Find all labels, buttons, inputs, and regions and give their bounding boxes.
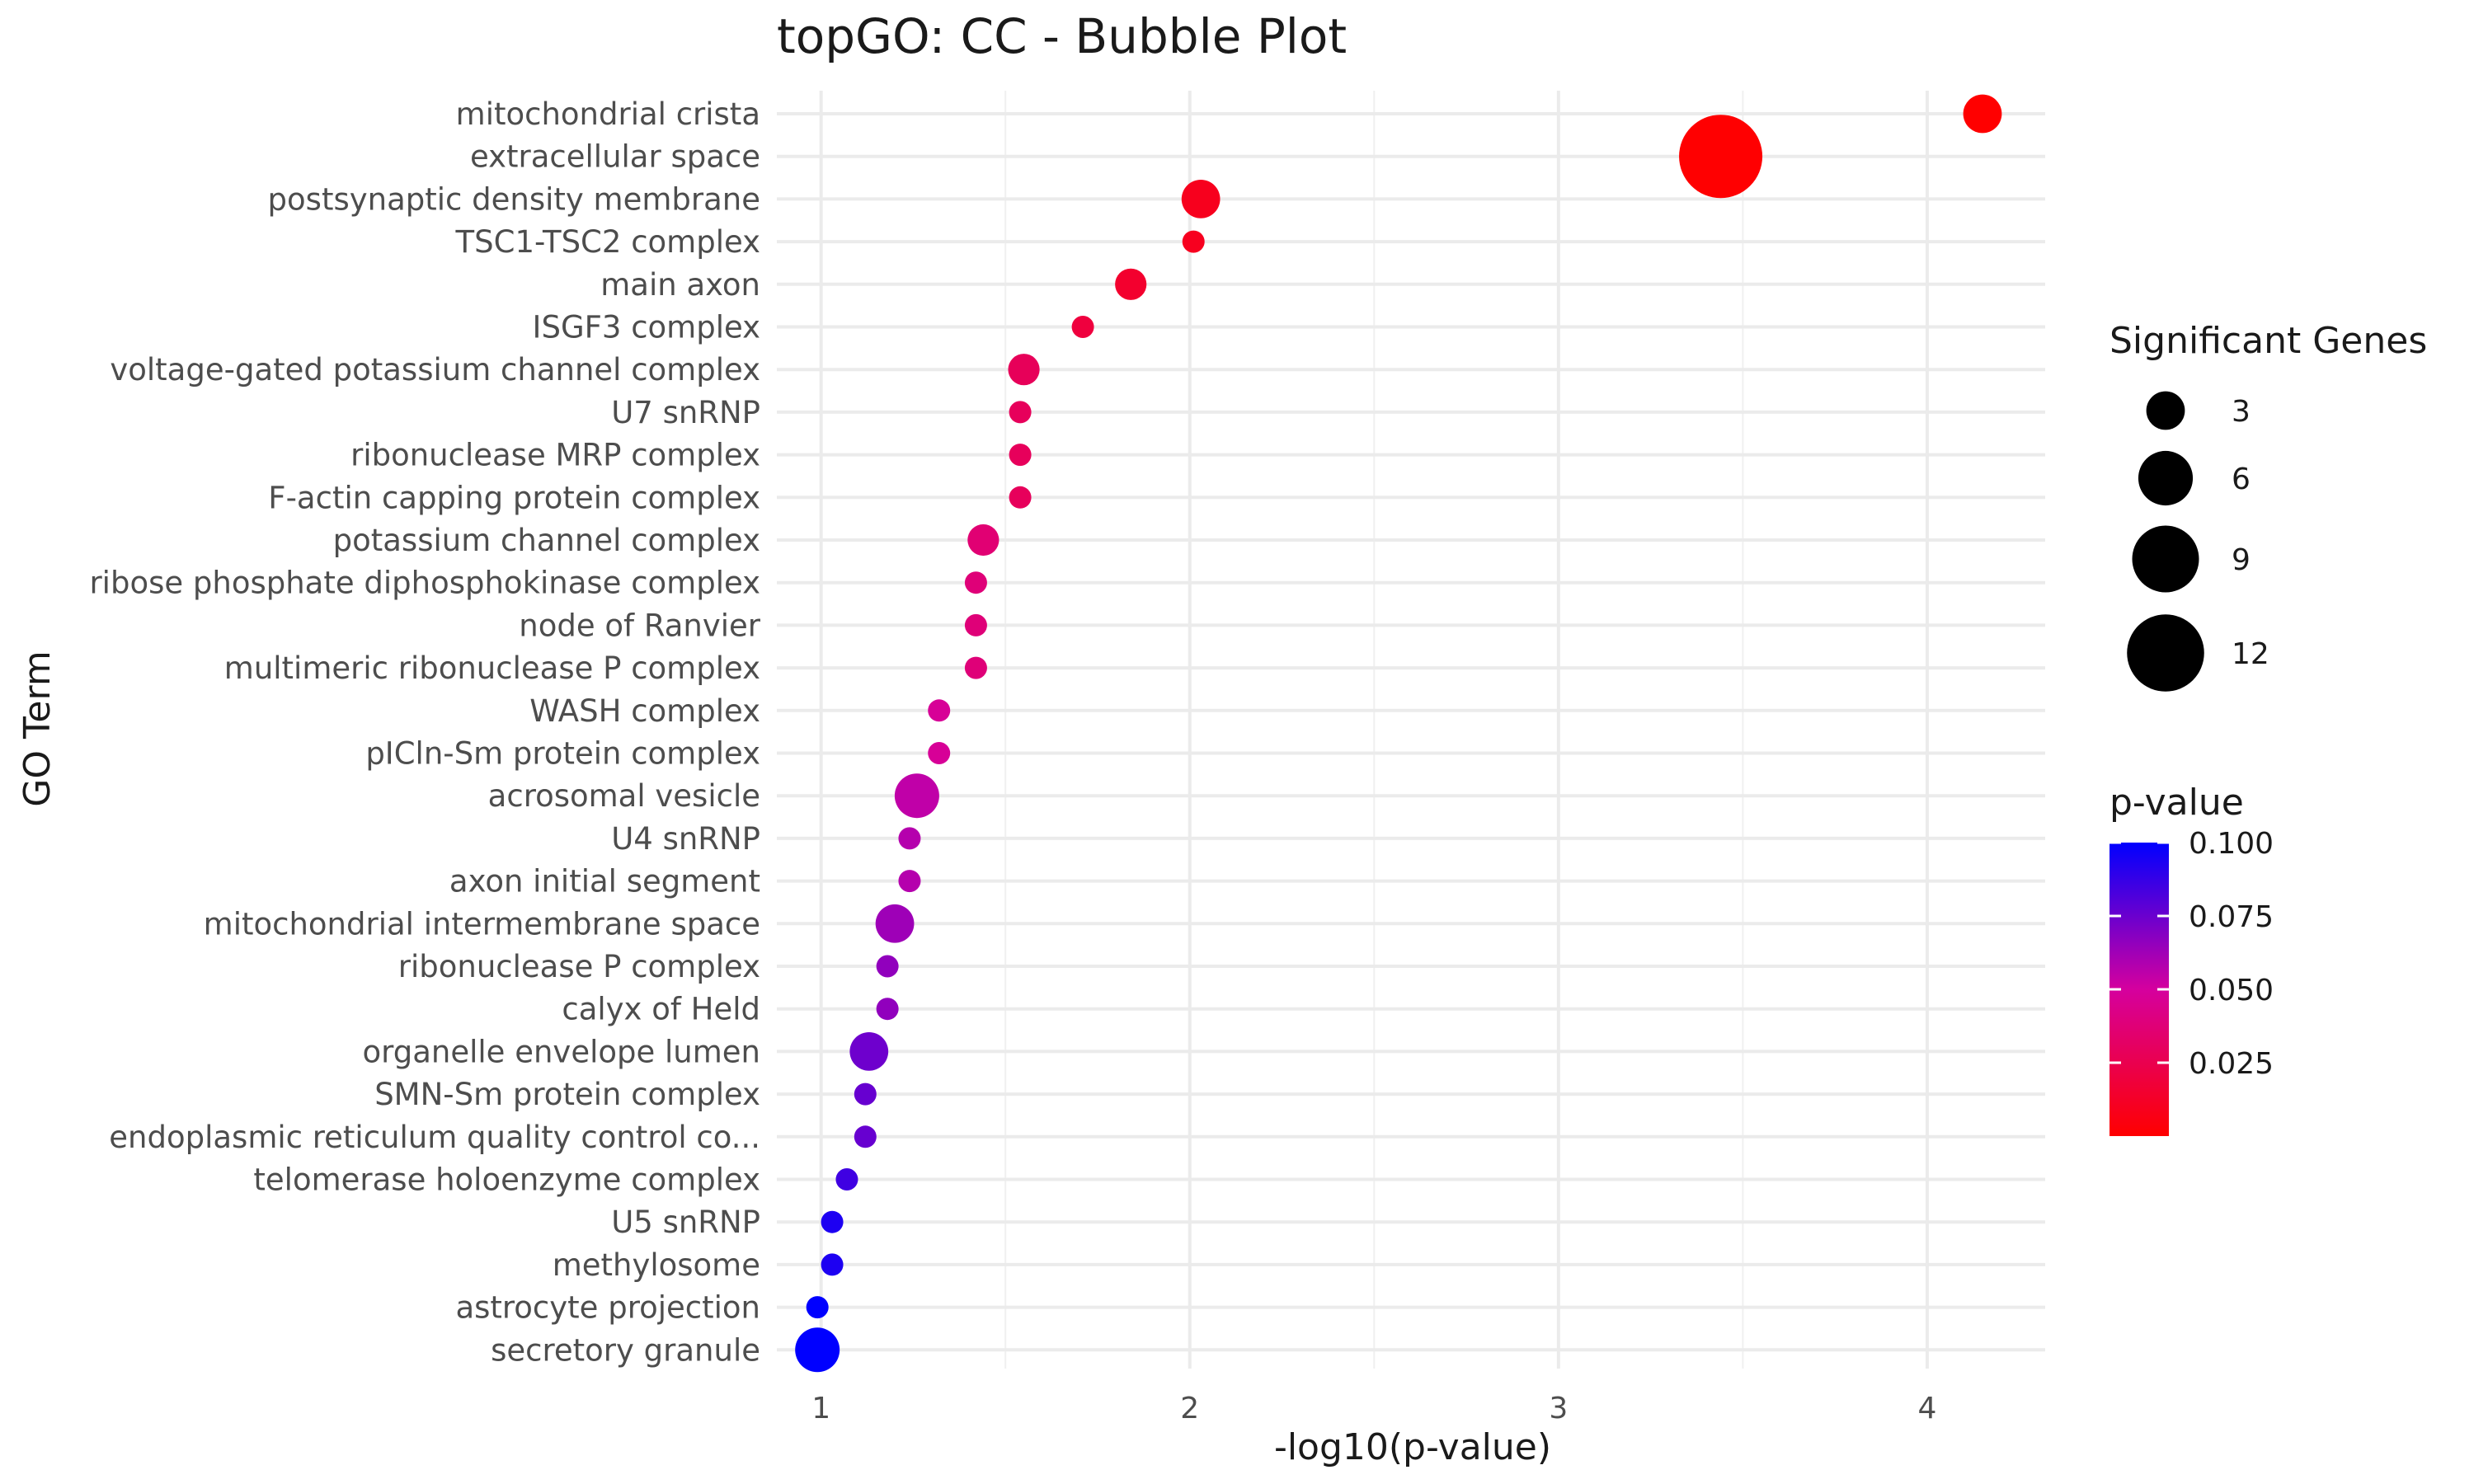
y-term-label: ribonuclease P complex <box>398 949 760 984</box>
y-term-label: telomerase holoenzyme complex <box>253 1162 760 1198</box>
minor-gridlines <box>1004 91 1744 1369</box>
bubble-point <box>821 1210 844 1233</box>
bubble-point <box>898 827 921 850</box>
bubble-point <box>964 571 987 594</box>
bubble-point <box>1009 401 1032 424</box>
y-term-label: main axon <box>600 267 760 303</box>
size-legend-title: Significant Genes <box>2109 320 2427 362</box>
y-term-label: axon initial segment <box>449 864 760 899</box>
bubble-point <box>854 1125 877 1148</box>
bubble-point <box>894 773 939 819</box>
x-tick-label: 1 <box>811 1392 830 1425</box>
y-term-label: F-actin capping protein complex <box>268 480 760 515</box>
y-term-label: postsynaptic density membrane <box>268 181 760 217</box>
y-term-label: methylosome <box>553 1247 760 1283</box>
y-term-label: calyx of Held <box>562 992 760 1027</box>
bubble-point <box>795 1327 840 1373</box>
y-term-label: organelle envelope lumen <box>363 1034 760 1069</box>
size-legend-key <box>2138 450 2194 506</box>
x-tick-label: 4 <box>1917 1392 1936 1425</box>
bubble-point <box>964 656 987 679</box>
size-legend-key <box>2132 525 2199 593</box>
y-term-label: acrosomal vesicle <box>488 778 760 814</box>
y-term-label: SMN-Sm protein complex <box>374 1077 760 1112</box>
bubble-point <box>876 955 899 978</box>
y-term-label: ribose phosphate diphosphokinase complex <box>89 566 760 601</box>
size-legend-label: 9 <box>2232 543 2251 577</box>
y-term-label: U4 snRNP <box>611 821 760 857</box>
x-tick-label: 3 <box>1549 1392 1568 1425</box>
y-term-label: U5 snRNP <box>611 1205 760 1240</box>
bubble-points <box>795 94 2002 1373</box>
bubble-point <box>967 524 999 556</box>
x-axis-label: -log10(p-value) <box>1274 1426 1551 1468</box>
bubble-point <box>854 1082 877 1106</box>
color-legend-label: 0.100 <box>2189 827 2274 861</box>
bubble-point <box>1679 115 1763 199</box>
bubble-point <box>898 870 921 893</box>
color-legend: p-value 0.100 0.075 0.050 0.025 <box>2109 782 2274 1136</box>
bubble-point <box>835 1168 858 1190</box>
y-term-label: ISGF3 complex <box>533 310 760 345</box>
size-legend-key <box>2146 391 2185 430</box>
y-term-label: WASH complex <box>529 693 760 729</box>
size-legend-label: 12 <box>2232 637 2269 671</box>
bubble-point <box>964 613 987 636</box>
y-term-label: potassium channel complex <box>333 523 760 558</box>
bubble-point <box>849 1032 889 1071</box>
color-legend-label: 0.075 <box>2189 900 2274 934</box>
y-axis-term-labels: mitochondrial crista extracellular space p… <box>89 96 760 1368</box>
bubble-point <box>1071 316 1094 338</box>
color-legend-label: 0.050 <box>2189 974 2274 1007</box>
y-term-label: multimeric ribonuclease P complex <box>224 650 760 686</box>
y-term-label: astrocyte projection <box>455 1290 760 1326</box>
plot-area: mitochondrial crista extracellular space p… <box>89 91 2045 1425</box>
bubble-point <box>876 998 899 1021</box>
y-term-label: voltage-gated potassium channel complex <box>110 352 760 387</box>
y-term-label: secretory granule <box>491 1332 760 1368</box>
bubble-point <box>1182 230 1205 253</box>
bubble-point <box>928 699 951 722</box>
bubble-point <box>928 742 951 764</box>
y-term-label: endoplasmic reticulum quality control co… <box>109 1120 760 1155</box>
bubble-point <box>1009 486 1032 509</box>
major-gridlines <box>777 91 2045 1369</box>
bubble-point <box>821 1253 844 1276</box>
y-term-label: extracellular space <box>470 139 760 175</box>
size-legend-label: 6 <box>2232 463 2251 496</box>
bubble-point <box>875 904 915 943</box>
bubble-point <box>1115 268 1147 300</box>
bubble-point <box>1009 444 1032 467</box>
bubble-point <box>1008 354 1040 386</box>
bubble-point <box>1963 94 2002 134</box>
y-term-label: node of Ranvier <box>519 608 760 643</box>
y-term-label: TSC1-TSC2 complex <box>455 224 760 260</box>
color-legend-label: 0.025 <box>2189 1047 2274 1081</box>
size-legend-key <box>2127 614 2204 692</box>
y-term-label: pICln-Sm protein complex <box>365 736 760 772</box>
y-term-label: mitochondrial intermembrane space <box>204 906 760 942</box>
y-term-label: U7 snRNP <box>611 395 760 430</box>
color-legend-title: p-value <box>2109 782 2244 824</box>
x-tick-label: 2 <box>1180 1392 1199 1425</box>
bubble-point <box>806 1296 829 1319</box>
size-legend-label: 3 <box>2232 395 2251 429</box>
y-term-label: ribonuclease MRP complex <box>350 438 760 473</box>
size-legend: Significant Genes 3 6 9 12 <box>2109 320 2427 692</box>
bubble-point <box>1181 180 1221 218</box>
x-axis-tick-labels: 1 2 3 4 <box>811 1392 1936 1425</box>
chart-title: topGO: CC - Bubble Plot <box>777 8 1347 64</box>
y-term-label: mitochondrial crista <box>456 96 760 132</box>
y-axis-label: GO Term <box>16 650 59 806</box>
